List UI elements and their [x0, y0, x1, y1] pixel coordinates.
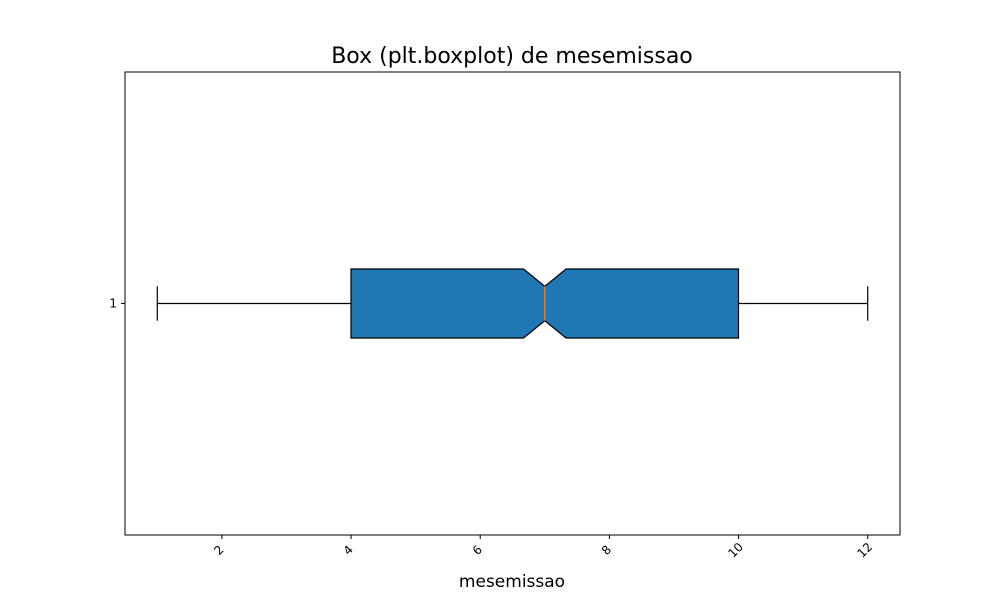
chart-title: Box (plt.boxplot) de mesemissao [331, 44, 693, 69]
x-axis-label: mesemissao [459, 572, 565, 592]
x-tick-label: 6 [470, 543, 485, 558]
x-tick-label: 2 [211, 543, 226, 558]
x-tick-label: 10 [725, 540, 746, 561]
x-tick-label: 4 [341, 543, 356, 558]
y-tick-label: 1 [109, 297, 117, 311]
x-tick-label: 8 [599, 543, 614, 558]
x-tick-label: 12 [855, 540, 876, 561]
plot-area [156, 268, 869, 339]
